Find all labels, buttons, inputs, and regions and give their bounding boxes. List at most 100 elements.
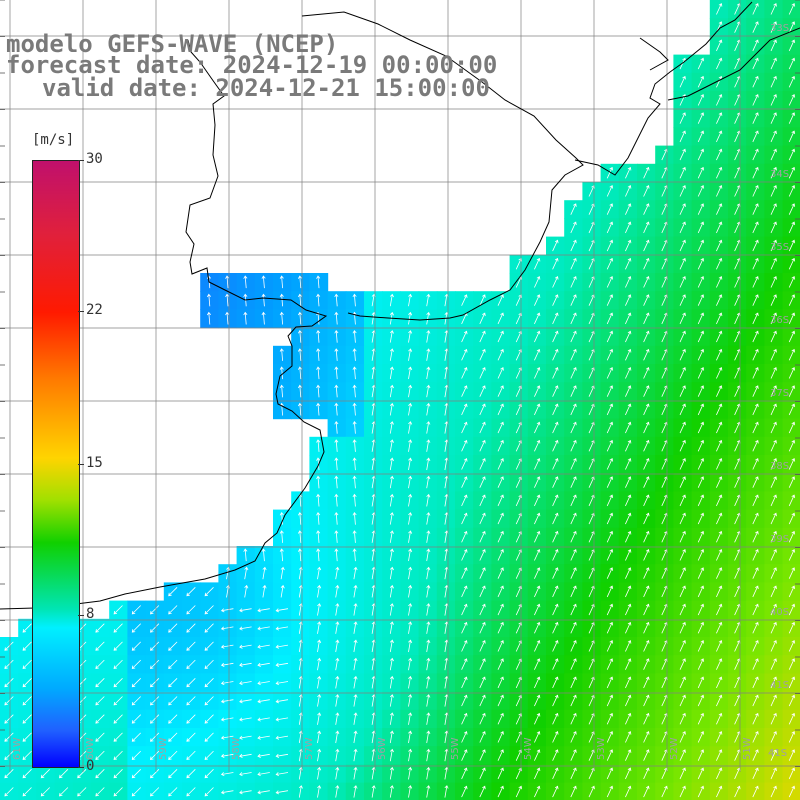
wind-arrow	[168, 641, 178, 651]
coastline-brazil-inner	[667, 27, 800, 101]
wind-arrow	[408, 402, 413, 416]
wind-speed-cell	[127, 618, 147, 638]
wind-arrow	[389, 512, 394, 525]
wind-arrow	[697, 130, 705, 143]
wind-arrow	[497, 603, 504, 616]
wind-arrow	[257, 717, 270, 722]
wind-arrow	[239, 681, 252, 686]
wind-arrow	[770, 603, 777, 616]
wind-arrow	[643, 512, 650, 525]
wind-arrow	[534, 549, 541, 561]
wind-arrow	[752, 166, 759, 179]
wind-arrow	[716, 749, 723, 761]
wind-arrow	[408, 603, 413, 616]
wind-arrow	[279, 384, 284, 398]
wind-arrow	[220, 753, 234, 758]
wind-arrow	[788, 694, 796, 707]
wind-arrow	[461, 658, 468, 670]
wind-arrow	[716, 112, 723, 124]
wind-arrow	[606, 421, 614, 434]
wind-speed-cell	[91, 728, 110, 747]
wind-arrow	[131, 659, 141, 669]
wind-arrow	[389, 694, 394, 707]
wind-speed-cell	[163, 673, 183, 693]
wind-arrow	[426, 657, 431, 671]
wind-arrow	[334, 384, 339, 398]
wind-arrow	[257, 735, 270, 740]
wind-arrow	[552, 276, 559, 288]
wind-arrow	[479, 621, 486, 634]
wind-arrow	[679, 785, 686, 798]
wind-arrow	[275, 644, 289, 649]
wind-arrow	[371, 785, 376, 798]
wind-arrow	[534, 785, 541, 798]
wind-arrow	[625, 567, 632, 579]
wind-arrow	[257, 626, 270, 631]
wind-arrow	[353, 639, 358, 653]
wind-arrow	[625, 549, 632, 561]
wind-arrow	[606, 567, 614, 579]
wind-arrow	[716, 439, 723, 452]
wind-arrow	[408, 584, 413, 598]
wind-arrow	[220, 772, 234, 777]
wind-speed-cell	[182, 746, 201, 765]
wind-arrow	[59, 787, 69, 797]
wind-arrow	[497, 512, 504, 525]
wind-arrow	[643, 166, 650, 179]
wind-arrow	[353, 785, 358, 798]
wind-arrow	[716, 294, 723, 306]
wind-arrow	[131, 641, 141, 651]
wind-speed-cell	[109, 746, 128, 765]
wind-arrow	[770, 785, 777, 798]
wind-arrow	[479, 458, 486, 470]
wind-arrow	[643, 294, 650, 306]
wind-arrow	[570, 203, 577, 215]
wind-arrow	[679, 330, 686, 343]
wind-arrow	[257, 699, 270, 704]
wind-arrow	[353, 675, 358, 689]
wind-arrow	[275, 753, 289, 758]
wind-arrow	[606, 312, 614, 325]
wind-arrow	[625, 385, 632, 397]
wind-arrow	[606, 476, 614, 488]
wind-arrow	[280, 584, 285, 598]
wind-speed-cell	[0, 655, 19, 674]
wind-arrow	[606, 239, 614, 252]
wind-arrow	[643, 603, 650, 616]
wind-speed-cell	[145, 637, 165, 656]
wind-arrow	[770, 148, 777, 161]
wind-arrow	[788, 494, 796, 507]
wind-speed-cell	[109, 655, 128, 674]
wind-arrow	[389, 366, 394, 380]
wind-arrow	[353, 766, 358, 780]
wind-arrow	[168, 605, 178, 615]
wind-arrow	[279, 530, 284, 543]
wind-arrow	[334, 293, 339, 307]
wind-arrow	[625, 785, 632, 798]
wind-arrow	[335, 584, 340, 598]
wind-arrow	[643, 239, 650, 252]
wind-arrow	[150, 623, 160, 633]
wind-arrow	[752, 3, 759, 15]
wind-arrow	[206, 293, 212, 307]
wind-arrow	[352, 548, 357, 562]
wind-arrow	[625, 367, 632, 379]
wind-arrow	[770, 676, 777, 689]
wind-arrow	[113, 714, 123, 724]
wind-speed-cell	[200, 764, 219, 784]
wind-arrow	[716, 512, 723, 525]
wind-arrow	[643, 257, 650, 270]
wind-arrow	[716, 57, 723, 70]
wind-arrow	[262, 566, 267, 580]
wind-arrow	[497, 458, 504, 470]
wind-arrow	[697, 494, 705, 507]
wind-arrow	[408, 621, 413, 634]
wind-arrow	[625, 203, 632, 215]
wind-arrow	[204, 714, 214, 724]
wind-arrow	[204, 678, 214, 688]
wind-arrow	[552, 621, 559, 634]
wind-arrow	[679, 640, 686, 652]
wind-arrow	[316, 330, 321, 343]
wind-arrow	[679, 749, 686, 761]
wind-arrow	[389, 603, 394, 616]
